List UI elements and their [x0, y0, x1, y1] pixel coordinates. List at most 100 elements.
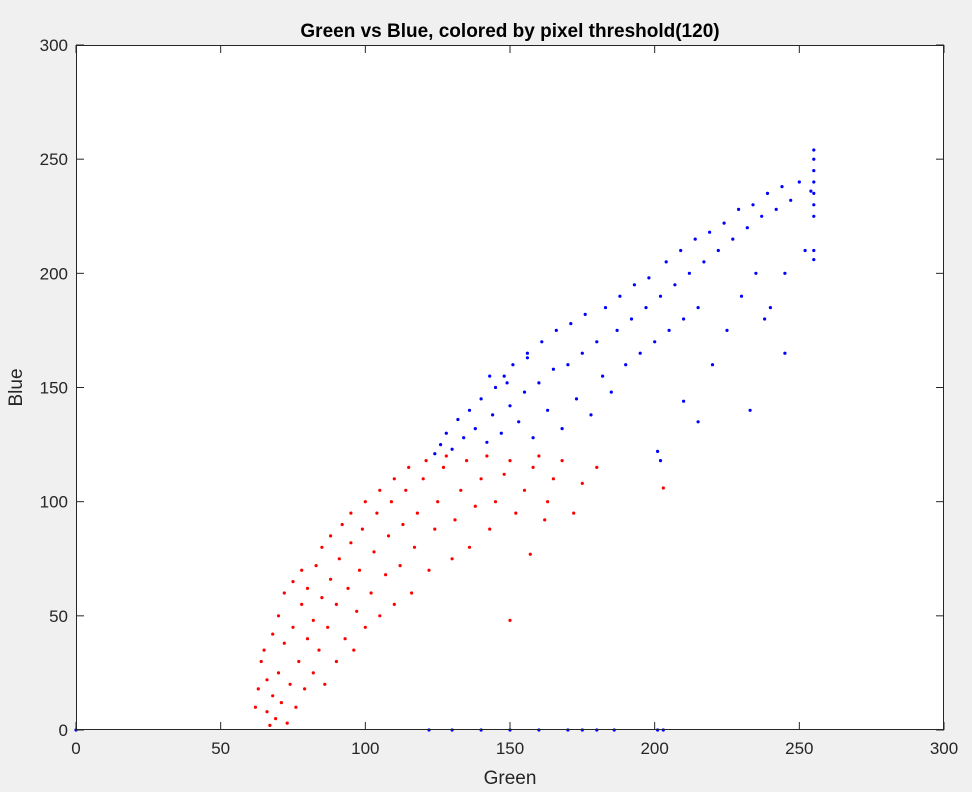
data-point — [378, 614, 382, 618]
data-point — [682, 399, 686, 403]
data-point — [355, 609, 359, 613]
data-point — [580, 481, 584, 485]
data-point — [479, 477, 483, 481]
data-point — [647, 276, 651, 280]
data-point — [725, 328, 729, 332]
data-point — [543, 518, 547, 522]
data-point — [783, 271, 787, 275]
data-point — [303, 687, 307, 691]
data-point — [551, 477, 556, 481]
data-point — [294, 705, 298, 709]
data-point — [551, 367, 556, 371]
y-axis-label: Blue — [6, 368, 27, 406]
data-point — [812, 191, 816, 195]
y-tick-label: 100 — [40, 493, 68, 512]
data-point — [282, 641, 286, 645]
x-tick-label: 250 — [785, 739, 813, 758]
data-point — [386, 534, 391, 538]
data-point — [276, 671, 281, 675]
data-point — [580, 351, 584, 355]
data-point — [653, 340, 657, 344]
chart-title: Green vs Blue, colored by pixel threshol… — [300, 21, 719, 42]
data-point — [493, 385, 498, 390]
x-tick-label: 50 — [211, 739, 230, 758]
x-axis-label: Green — [484, 768, 537, 789]
data-point — [392, 477, 396, 481]
data-point — [401, 522, 405, 527]
data-point — [560, 459, 564, 463]
data-point — [453, 518, 457, 522]
data-point — [320, 596, 324, 600]
data-point — [696, 420, 700, 424]
data-point — [789, 198, 793, 202]
data-point — [812, 148, 816, 152]
data-point — [456, 417, 460, 422]
data-point — [433, 452, 437, 456]
axis-ticks: 0 50 100 150 200 250 300 0 50 100 150 200 250 300 — [40, 36, 959, 758]
data-point — [268, 723, 272, 728]
data-point — [346, 586, 350, 591]
data-point — [783, 351, 787, 355]
data-point — [421, 477, 425, 481]
data-point — [389, 500, 393, 504]
data-point — [583, 312, 587, 316]
data-point — [398, 564, 402, 568]
data-point — [716, 248, 720, 253]
data-point — [624, 363, 628, 367]
data-point — [467, 545, 472, 549]
data-point — [363, 625, 367, 629]
data-point — [279, 701, 283, 705]
y-tick-label: 150 — [40, 379, 68, 398]
data-point — [722, 221, 726, 225]
data-point — [522, 488, 527, 492]
data-point — [797, 180, 801, 184]
data-point — [661, 486, 665, 490]
data-point — [462, 436, 466, 440]
plot-background — [76, 45, 944, 730]
data-point — [305, 586, 310, 591]
data-point — [679, 248, 683, 253]
data-point — [357, 568, 362, 572]
data-point — [780, 185, 784, 189]
data-point — [392, 602, 396, 607]
data-point — [300, 602, 304, 607]
data-point — [812, 157, 816, 161]
data-point — [566, 363, 570, 367]
data-point — [265, 678, 269, 682]
data-point — [326, 625, 330, 629]
data-point — [323, 682, 327, 686]
data-point — [560, 427, 564, 431]
data-point — [667, 328, 671, 332]
data-point — [473, 504, 477, 508]
data-point — [465, 459, 469, 463]
data-point — [595, 340, 599, 344]
data-point — [554, 328, 558, 332]
data-point — [763, 317, 767, 321]
data-point — [508, 618, 512, 623]
data-point — [546, 500, 550, 504]
data-point — [433, 527, 437, 531]
data-point — [514, 511, 518, 515]
data-point — [682, 317, 686, 321]
data-point — [311, 671, 315, 675]
data-point — [485, 454, 489, 458]
data-point — [282, 591, 286, 595]
data-point — [522, 390, 527, 394]
data-point — [274, 717, 278, 721]
data-point — [485, 440, 489, 444]
data-point — [528, 552, 532, 556]
y-tick-label: 200 — [40, 264, 68, 283]
data-point — [531, 465, 535, 469]
data-point — [337, 557, 341, 561]
data-point — [300, 568, 304, 572]
data-point — [687, 271, 692, 275]
data-point — [288, 682, 292, 686]
data-point — [349, 511, 353, 515]
data-point — [768, 306, 773, 310]
data-point — [537, 381, 541, 385]
data-point — [493, 500, 498, 504]
data-point — [407, 465, 411, 469]
data-point — [609, 390, 613, 394]
x-tick-label: 0 — [71, 739, 80, 758]
